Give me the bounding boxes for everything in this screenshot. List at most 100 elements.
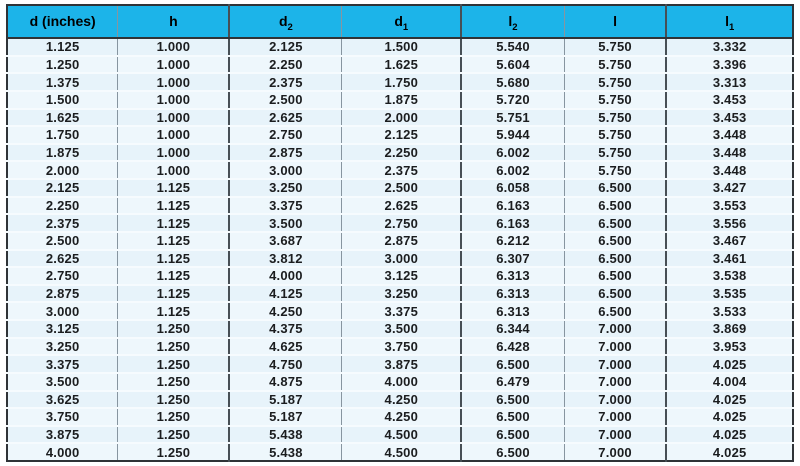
table-cell: 6.307 [461, 249, 565, 269]
table-cell: 1.125 [117, 179, 231, 198]
table-row: 1.750 1.000 2.750 2.125 5.944 5.750 3.448 [7, 126, 793, 145]
table-row: 1.125 1.000 2.125 1.500 5.540 5.750 3.332 [7, 38, 793, 57]
table-body: 1.125 1.000 2.125 1.500 5.540 5.750 3.332 1.250… [7, 38, 793, 461]
table-cell: 5.438 [229, 443, 343, 461]
table-cell: 3.953 [666, 337, 793, 357]
table-row: 1.500 1.000 2.500 1.875 5.720 5.750 3.453 [7, 90, 793, 110]
table-cell: 3.750 [7, 408, 119, 427]
table-cell: 6.344 [461, 320, 565, 339]
table-cell: 3.553 [666, 196, 793, 216]
table-cell: 3.448 [666, 126, 793, 145]
table-cell: 3.535 [666, 284, 793, 304]
table-cell: 1.000 [117, 143, 231, 163]
table-row: 2.000 1.000 3.000 2.375 6.002 5.750 3.448 [7, 161, 793, 180]
table-cell: 5.751 [461, 108, 565, 128]
table-cell: 2.375 [229, 73, 343, 92]
table-cell: 1.250 [117, 390, 231, 410]
table-cell: 3.467 [666, 231, 793, 251]
table-cell: 7.000 [564, 390, 668, 410]
table-cell: 6.500 [564, 214, 668, 233]
table-cell: 3.332 [666, 38, 793, 57]
table-cell: 7.000 [564, 355, 668, 374]
table-cell: 6.500 [564, 302, 668, 321]
table-cell: 1.000 [117, 90, 231, 110]
table-cell: 2.625 [229, 108, 343, 128]
table-row: 3.625 1.250 5.187 4.250 6.500 7.000 4.025 [7, 390, 793, 410]
table-cell: 1.125 [117, 196, 231, 216]
table-cell: 2.000 [7, 161, 119, 180]
table-cell: 1.250 [117, 372, 231, 392]
table-cell: 5.750 [564, 143, 668, 163]
table-cell: 3.125 [7, 320, 119, 339]
table-cell: 1.500 [7, 90, 119, 110]
table-cell: 1.250 [117, 425, 231, 445]
table-cell: 5.438 [229, 425, 343, 445]
column-header-label: l [613, 13, 618, 29]
table-cell: 5.604 [461, 55, 565, 75]
table-cell: 2.500 [341, 179, 463, 198]
table-cell: 1.000 [117, 161, 231, 180]
table-cell: 1.125 [117, 267, 231, 286]
table-cell: 6.500 [564, 179, 668, 198]
column-header-subscript: 1 [402, 21, 409, 33]
table-cell: 2.125 [7, 179, 119, 198]
table-cell: 3.538 [666, 267, 793, 286]
table-cell: 4.000 [7, 443, 119, 461]
table-cell: 2.625 [341, 196, 463, 216]
column-header-d2: d2 [229, 5, 343, 39]
table-cell: 1.125 [7, 38, 119, 57]
table-cell: 1.875 [341, 90, 463, 110]
table-cell: 2.375 [341, 161, 463, 180]
table-cell: 1.000 [117, 55, 231, 75]
table-cell: 6.163 [461, 214, 565, 233]
table-cell: 3.250 [7, 337, 119, 357]
table-cell: 6.212 [461, 231, 565, 251]
table-row: 3.500 1.250 4.875 4.000 6.479 7.000 4.004 [7, 372, 793, 392]
table-cell: 2.875 [229, 143, 343, 163]
table-cell: 3.625 [7, 390, 119, 410]
table-cell: 6.500 [461, 425, 565, 445]
table-cell: 6.500 [564, 231, 668, 251]
table-cell: 7.000 [564, 408, 668, 427]
table-cell: 1.125 [117, 302, 231, 321]
table-header: d (inches) h d2 d1 l2 l l1 [7, 5, 793, 39]
table-cell: 1.125 [117, 231, 231, 251]
table-cell: 1.375 [7, 73, 119, 92]
column-header-l2: l2 [461, 5, 565, 39]
table-row: 1.375 1.000 2.375 1.750 5.680 5.750 3.313 [7, 73, 793, 92]
table-cell: 1.250 [117, 355, 231, 374]
table-cell: 3.313 [666, 73, 793, 92]
table-cell: 2.625 [7, 249, 119, 269]
column-header-l: l [564, 5, 668, 39]
table-cell: 3.875 [341, 355, 463, 374]
table-cell: 3.250 [341, 284, 463, 304]
table-cell: 6.500 [461, 408, 565, 427]
table-cell: 2.500 [7, 231, 119, 251]
table-cell: 3.000 [341, 249, 463, 269]
table-cell: 2.750 [229, 126, 343, 145]
table-cell: 5.750 [564, 38, 668, 57]
table-cell: 4.500 [341, 425, 463, 445]
table-row: 3.125 1.250 4.375 3.500 6.344 7.000 3.869 [7, 320, 793, 339]
table-cell: 4.500 [341, 443, 463, 461]
table-cell: 4.875 [229, 372, 343, 392]
table-row: 2.500 1.125 3.687 2.875 6.212 6.500 3.467 [7, 231, 793, 251]
table-cell: 3.375 [229, 196, 343, 216]
table-cell: 6.002 [461, 161, 565, 180]
table-cell: 7.000 [564, 443, 668, 461]
table-header-row: d (inches) h d2 d1 l2 l l1 [7, 5, 793, 39]
table-cell: 1.125 [117, 214, 231, 233]
table-cell: 7.000 [564, 337, 668, 357]
table-cell: 4.004 [666, 372, 793, 392]
table-row: 3.000 1.125 4.250 3.375 6.313 6.500 3.533 [7, 302, 793, 321]
column-header-label: l [508, 13, 513, 29]
table-cell: 6.500 [564, 249, 668, 269]
column-header-subscript: 2 [512, 21, 518, 33]
table-cell: 7.000 [564, 372, 668, 392]
table-cell: 3.875 [7, 425, 119, 445]
table-row: 2.250 1.125 3.375 2.625 6.163 6.500 3.553 [7, 196, 793, 216]
table-cell: 1.000 [117, 73, 231, 92]
table-cell: 1.250 [7, 55, 119, 75]
table-cell: 1.125 [117, 249, 231, 269]
column-header-label: d [394, 13, 403, 29]
